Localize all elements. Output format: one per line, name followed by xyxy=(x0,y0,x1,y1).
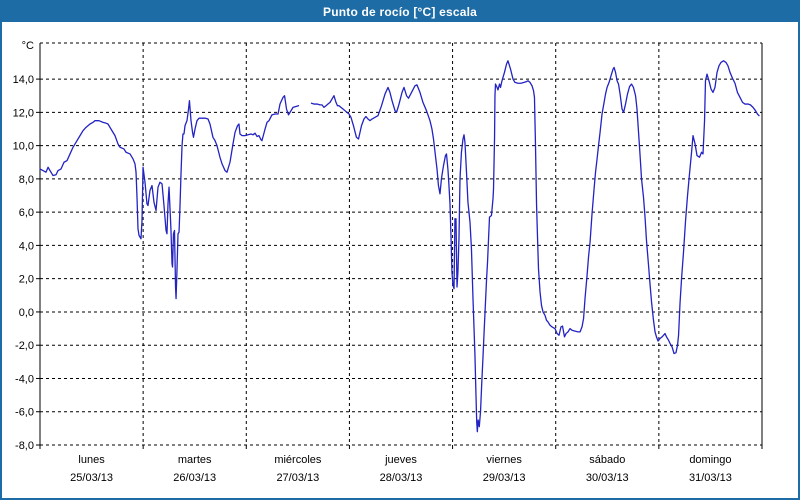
title-bar: Punto de rocío [°C] escala xyxy=(2,2,798,22)
chart-area: 14,0 12,0 10,0 8,0 6,0 4,0 2,0 0,0 -2,0 -4,0 -6,0 -… xyxy=(2,22,798,498)
day-date-label: 26/03/13 xyxy=(173,472,216,484)
y-axis-label: -2,0 xyxy=(15,340,34,352)
y-axis-label: 12,0 xyxy=(13,107,34,119)
y-axis-label: 0,0 xyxy=(19,307,34,319)
day-name-label: sábado xyxy=(589,454,625,466)
y-axis-label: 8,0 xyxy=(19,174,34,186)
day-name-label: viernes xyxy=(486,454,522,466)
chart-canvas: 14,0 12,0 10,0 8,0 6,0 4,0 2,0 0,0 -2,0 -4,0 -6,0 -… xyxy=(2,22,798,498)
day-name-label: jueves xyxy=(384,454,417,466)
day-date-label: 31/03/13 xyxy=(689,472,732,484)
y-axis-label: 6,0 xyxy=(19,207,34,219)
y-axis-label: 14,0 xyxy=(13,74,34,86)
day-date-label: 28/03/13 xyxy=(380,472,423,484)
day-name-label: lunes xyxy=(78,454,105,466)
y-axis-label: -8,0 xyxy=(15,440,34,452)
y-axis-label: -6,0 xyxy=(15,407,34,419)
y-axis-label: 2,0 xyxy=(19,274,34,286)
y-axis-label: 4,0 xyxy=(19,240,34,252)
day-name-label: martes xyxy=(178,454,212,466)
day-date-label: 30/03/13 xyxy=(586,472,629,484)
y-axis-unit-label: °C xyxy=(22,40,34,52)
chart-background xyxy=(2,22,798,498)
day-date-label: 25/03/13 xyxy=(70,472,113,484)
day-date-label: 27/03/13 xyxy=(276,472,319,484)
dewpoint-series-path xyxy=(310,60,760,433)
chart-title: Punto de rocío [°C] escala xyxy=(322,5,478,19)
y-axis-label: -4,0 xyxy=(15,373,34,385)
dewpoint-series-path xyxy=(39,95,300,300)
day-name-label: miércoles xyxy=(274,454,322,466)
day-date-label: 29/03/13 xyxy=(483,472,526,484)
y-axis-label: 10,0 xyxy=(13,141,34,153)
day-name-label: domingo xyxy=(689,454,731,466)
